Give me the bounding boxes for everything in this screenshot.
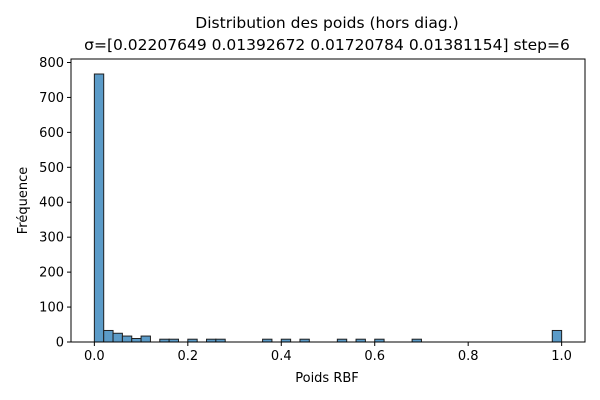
y-tick-label: 200 [39, 266, 64, 281]
x-tick-label: 1.0 [551, 349, 572, 364]
x-tick-label: 0.6 [364, 349, 385, 364]
y-axis-ticks: 0 100 200 300 400 500 600 700 800 [39, 56, 71, 351]
x-axis-ticks: 0.0 0.2 0.4 0.6 0.8 1.0 [84, 342, 572, 364]
histogram-bar [121, 335, 133, 343]
histogram-bar [112, 332, 123, 343]
x-tick-label: 0.4 [271, 349, 292, 364]
y-tick-label: 100 [39, 301, 64, 316]
histogram-bar [140, 335, 151, 343]
y-tick-label: 400 [39, 196, 64, 211]
x-axis-label: Poids RBF [295, 371, 359, 386]
histogram-bar [93, 73, 105, 343]
y-tick-label: 300 [39, 231, 64, 246]
histogram-bar [131, 338, 142, 343]
y-tick-label: 700 [39, 91, 64, 106]
chart-title: Distribution des poids (hors diag.) [195, 14, 458, 32]
x-tick-label: 0.8 [458, 349, 479, 364]
y-axis-label: Fréquence [16, 167, 31, 234]
y-tick-label: 500 [39, 161, 64, 176]
plot-frame [70, 58, 586, 343]
x-tick-label: 0.2 [177, 349, 198, 364]
x-tick-label: 0.0 [84, 349, 105, 364]
y-tick-label: 600 [39, 126, 64, 141]
y-tick-label: 0 [56, 336, 64, 351]
chart-subtitle: σ=[0.02207649 0.01392672 0.01720784 0.01… [84, 36, 570, 54]
histogram-bar [551, 329, 563, 343]
histogram-bar [103, 329, 114, 343]
y-tick-label: 800 [39, 56, 64, 71]
